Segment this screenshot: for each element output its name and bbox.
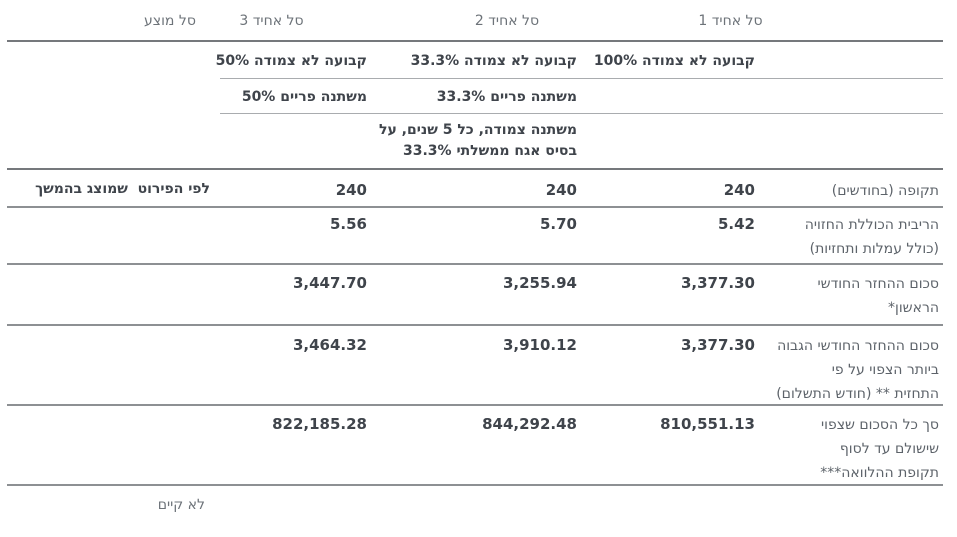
empty-cell	[7, 42, 220, 78]
interest-basket-2-value: 5.70	[539, 215, 577, 233]
composition-row-1: קבועה לא צמודה 100% קבועה לא צמודה 33.3%…	[7, 40, 943, 78]
empty-header-cell	[778, 0, 943, 40]
total-amount-basket-2-value: 844,292.48	[482, 415, 577, 433]
total-amount-basket-3-value: 822,185.28	[272, 415, 367, 433]
row-label-total-amount-to-be-paid: סך כל הסכום שצפוי שישולם עד לסוף תקופת ה…	[820, 417, 939, 481]
composition-basket-2-fixed-unlinked: קבועה לא צמודה 33.3%	[410, 53, 577, 69]
period-basket-2-value: 240	[545, 181, 577, 199]
composition-basket-2-variable-linked: משתנה צמודה, כל 5 שנים, על בסיס אגח ממשל…	[379, 113, 593, 168]
empty-cell	[7, 113, 220, 168]
empty-cell	[7, 406, 220, 485]
mortgage-baskets-comparison-table: סל אחיד 1 סל אחיד 2 סל אחיד 3 סל מוצע קב…	[7, 0, 943, 537]
row-label-total-forecast-interest: הריבית הכוללת החזויה (כולל עמלות ותחזיות…	[804, 217, 939, 257]
period-basket-3-value: 240	[335, 181, 367, 199]
row-label-period: תקופה (בחודשים)	[831, 183, 939, 199]
first-payment-basket-3-value: 3,447.70	[292, 274, 367, 292]
total-amount-row: סך כל הסכום שצפוי שישולם עד לסוף תקופת ה…	[7, 404, 943, 484]
empty-cell	[593, 113, 778, 168]
period-proposed-value: לפי הפירוט שמוצג בהמשך	[35, 181, 210, 197]
empty-cell	[778, 113, 943, 168]
proposed-not-exist-note: לא קיים	[157, 497, 205, 513]
composition-basket-3-fixed-unlinked: קבועה לא צמודה 50%	[215, 53, 367, 69]
empty-cell	[778, 78, 943, 113]
first-monthly-payment-row: סכום ההחזר החודשי הראשון* 3,377.30 3,255…	[7, 263, 943, 324]
row-label-highest-monthly-payment: סכום ההחזר החודשי הגבוה ביותר הצפוי על פ…	[776, 338, 939, 402]
column-header-basket-3: סל אחיד 3	[239, 13, 304, 29]
empty-cell	[403, 486, 593, 537]
first-payment-basket-2-value: 3,255.94	[502, 274, 577, 292]
period-row: תקופה (בחודשים) 240 240 240 לפי הפירוט ש…	[7, 168, 943, 206]
composition-basket-3-variable-prime: משתנה פריים 50%	[220, 78, 403, 113]
total-interest-row: הריבית הכוללת החזויה (כולל עמלות ותחזיות…	[7, 206, 943, 263]
empty-cell	[778, 486, 943, 537]
footer-row: לא קיים	[7, 484, 943, 537]
empty-cell	[593, 486, 778, 537]
highest-payment-basket-2-value: 3,910.12	[502, 336, 577, 354]
empty-cell	[220, 113, 403, 168]
column-header-basket-2: סל אחיד 2	[474, 13, 540, 29]
composition-row-2: משתנה פריים 33.3% משתנה פריים 50%	[7, 78, 943, 113]
empty-cell	[7, 265, 220, 324]
highest-monthly-payment-row: סכום ההחזר החודשי הגבוה ביותר הצפוי על פ…	[7, 324, 943, 404]
table-header-row: סל אחיד 1 סל אחיד 2 סל אחיד 3 סל מוצע	[7, 0, 943, 40]
column-header-basket-1: סל אחיד 1	[698, 13, 763, 29]
first-payment-basket-1-value: 3,377.30	[680, 274, 755, 292]
interest-basket-3-value: 5.56	[329, 215, 367, 233]
composition-row-3: משתנה צמודה, כל 5 שנים, על בסיס אגח ממשל…	[7, 113, 943, 168]
composition-basket-1-fixed-unlinked: קבועה לא צמודה 100%	[593, 53, 755, 69]
empty-cell	[593, 78, 778, 113]
composition-basket-2-variable-prime: משתנה פריים 33.3%	[403, 78, 593, 113]
column-header-proposed: סל מוצע	[144, 13, 196, 29]
interest-basket-1-value: 5.42	[717, 215, 755, 233]
empty-cell	[7, 326, 220, 406]
period-basket-1-value: 240	[723, 181, 755, 199]
highest-payment-basket-3-value: 3,464.32	[292, 336, 367, 354]
total-amount-basket-1-value: 810,551.13	[660, 415, 755, 433]
empty-cell	[7, 78, 220, 113]
empty-cell	[220, 486, 403, 537]
highest-payment-basket-1-value: 3,377.30	[680, 336, 755, 354]
row-label-first-monthly-payment: סכום ההחזר החודשי הראשון*	[817, 276, 939, 316]
empty-cell	[778, 42, 943, 78]
empty-cell	[7, 208, 220, 263]
